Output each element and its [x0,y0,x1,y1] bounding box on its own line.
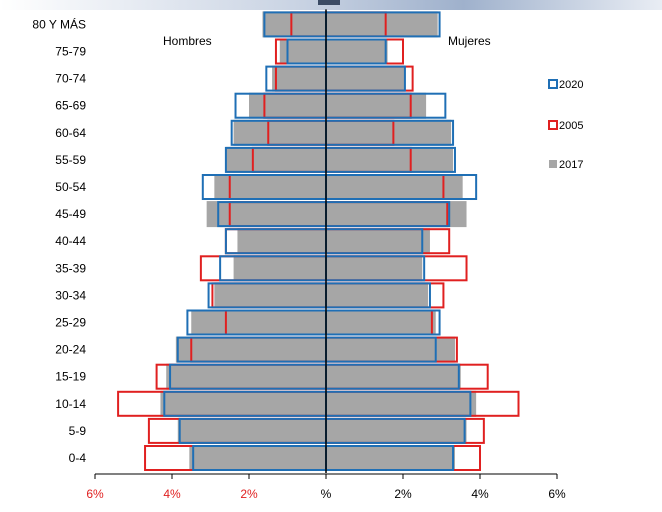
bar-2017-mujeres-45-49 [326,201,467,228]
bar-2017-hombres-70-74 [272,65,326,92]
bar-2017-hombres-35-39 [233,255,326,282]
bar-2017-hombres-65-69 [249,92,326,119]
bar-2017-hombres-30-34 [214,282,326,309]
legend-swatch-2005 [548,120,558,130]
bar-2017-mujeres-75-79 [326,38,388,65]
legend: 2020 2005 2017 [548,79,583,171]
x-tick-label: 4% [163,487,181,501]
bar-2017-hombres-45-49 [206,201,326,228]
x-tick-label: 6% [86,487,104,501]
bar-2017-hombres-15-19 [166,363,326,390]
bar-2017-mujeres-25-29 [326,309,436,336]
category-label-60-64: 60-64 [55,126,86,140]
axis-group: 0-4 5-9 10-14 15-19 20-24 25-29 30-34 35-39 40-4… [32,9,566,501]
category-label-75-79: 75-79 [55,45,86,59]
bar-2017-mujeres-5-9 [326,417,467,444]
bar-2017-mujeres-35-39 [326,255,423,282]
bar-2017-hombres-0-4 [189,445,326,471]
header-fragment [318,0,340,5]
x-tick-label: 6% [548,487,566,501]
bar-2017-mujeres-10-14 [326,390,477,417]
bar-2017-hombres-55-59 [225,146,326,173]
bar-2017-mujeres-20-24 [326,336,455,363]
bar-2017-mujeres-60-64 [326,119,452,146]
category-label-30-34: 30-34 [55,288,86,302]
category-label-35-39: 35-39 [55,261,86,275]
bar-2017-hombres-40-44 [237,228,326,255]
category-label-45-49: 45-49 [55,207,86,221]
category-label-65-69: 65-69 [55,99,86,113]
bar-2017-mujeres-65-69 [326,92,427,119]
x-tick-label: % [321,487,332,501]
hombres-label: Hombres [163,34,212,48]
legend-swatch-2017 [549,160,557,168]
legend-label-2017: 2017 [559,159,583,171]
bar-2017-hombres-60-64 [233,119,326,146]
category-label-0-4: 0-4 [69,451,87,465]
category-label-15-19: 15-19 [55,370,86,384]
bar-2017-hombres-10-14 [160,390,326,417]
x-tick-label: 2% [240,487,258,501]
bar-2017-mujeres-50-54 [326,174,463,200]
bar-2017-mujeres-40-44 [326,228,430,255]
category-label-50-54: 50-54 [55,180,86,194]
bar-2017-hombres-20-24 [175,336,326,363]
bar-2017-hombres-5-9 [177,417,326,444]
bar-2017-hombres-25-29 [191,309,326,336]
mujeres-label: Mujeres [448,34,491,48]
bars-group [117,11,520,471]
x-tick-label: 4% [471,487,489,501]
category-label-5-9: 5-9 [69,424,87,438]
bar-2017-mujeres-0-4 [326,445,455,471]
bar-2017-mujeres-80-y-m-s [326,11,438,38]
category-label-10-14: 10-14 [55,397,86,411]
category-label-20-24: 20-24 [55,343,86,357]
x-tick-label: 2% [394,487,412,501]
category-label-55-59: 55-59 [55,153,86,167]
bar-2017-hombres-80-y-m-s [262,11,326,38]
category-label-80-y-m-s: 80 Y MÁS [32,16,86,31]
bar-2017-mujeres-15-19 [326,363,461,390]
bar-2017-mujeres-70-74 [326,65,405,92]
category-label-70-74: 70-74 [55,72,86,86]
bar-2017-hombres-50-54 [214,174,326,200]
legend-label-2005: 2005 [559,120,583,132]
category-label-25-29: 25-29 [55,316,86,330]
bar-2017-mujeres-30-34 [326,282,429,309]
bar-2017-mujeres-55-59 [326,146,454,173]
legend-swatch-2020 [548,79,558,89]
category-label-40-44: 40-44 [55,234,86,248]
legend-label-2020: 2020 [559,79,583,91]
